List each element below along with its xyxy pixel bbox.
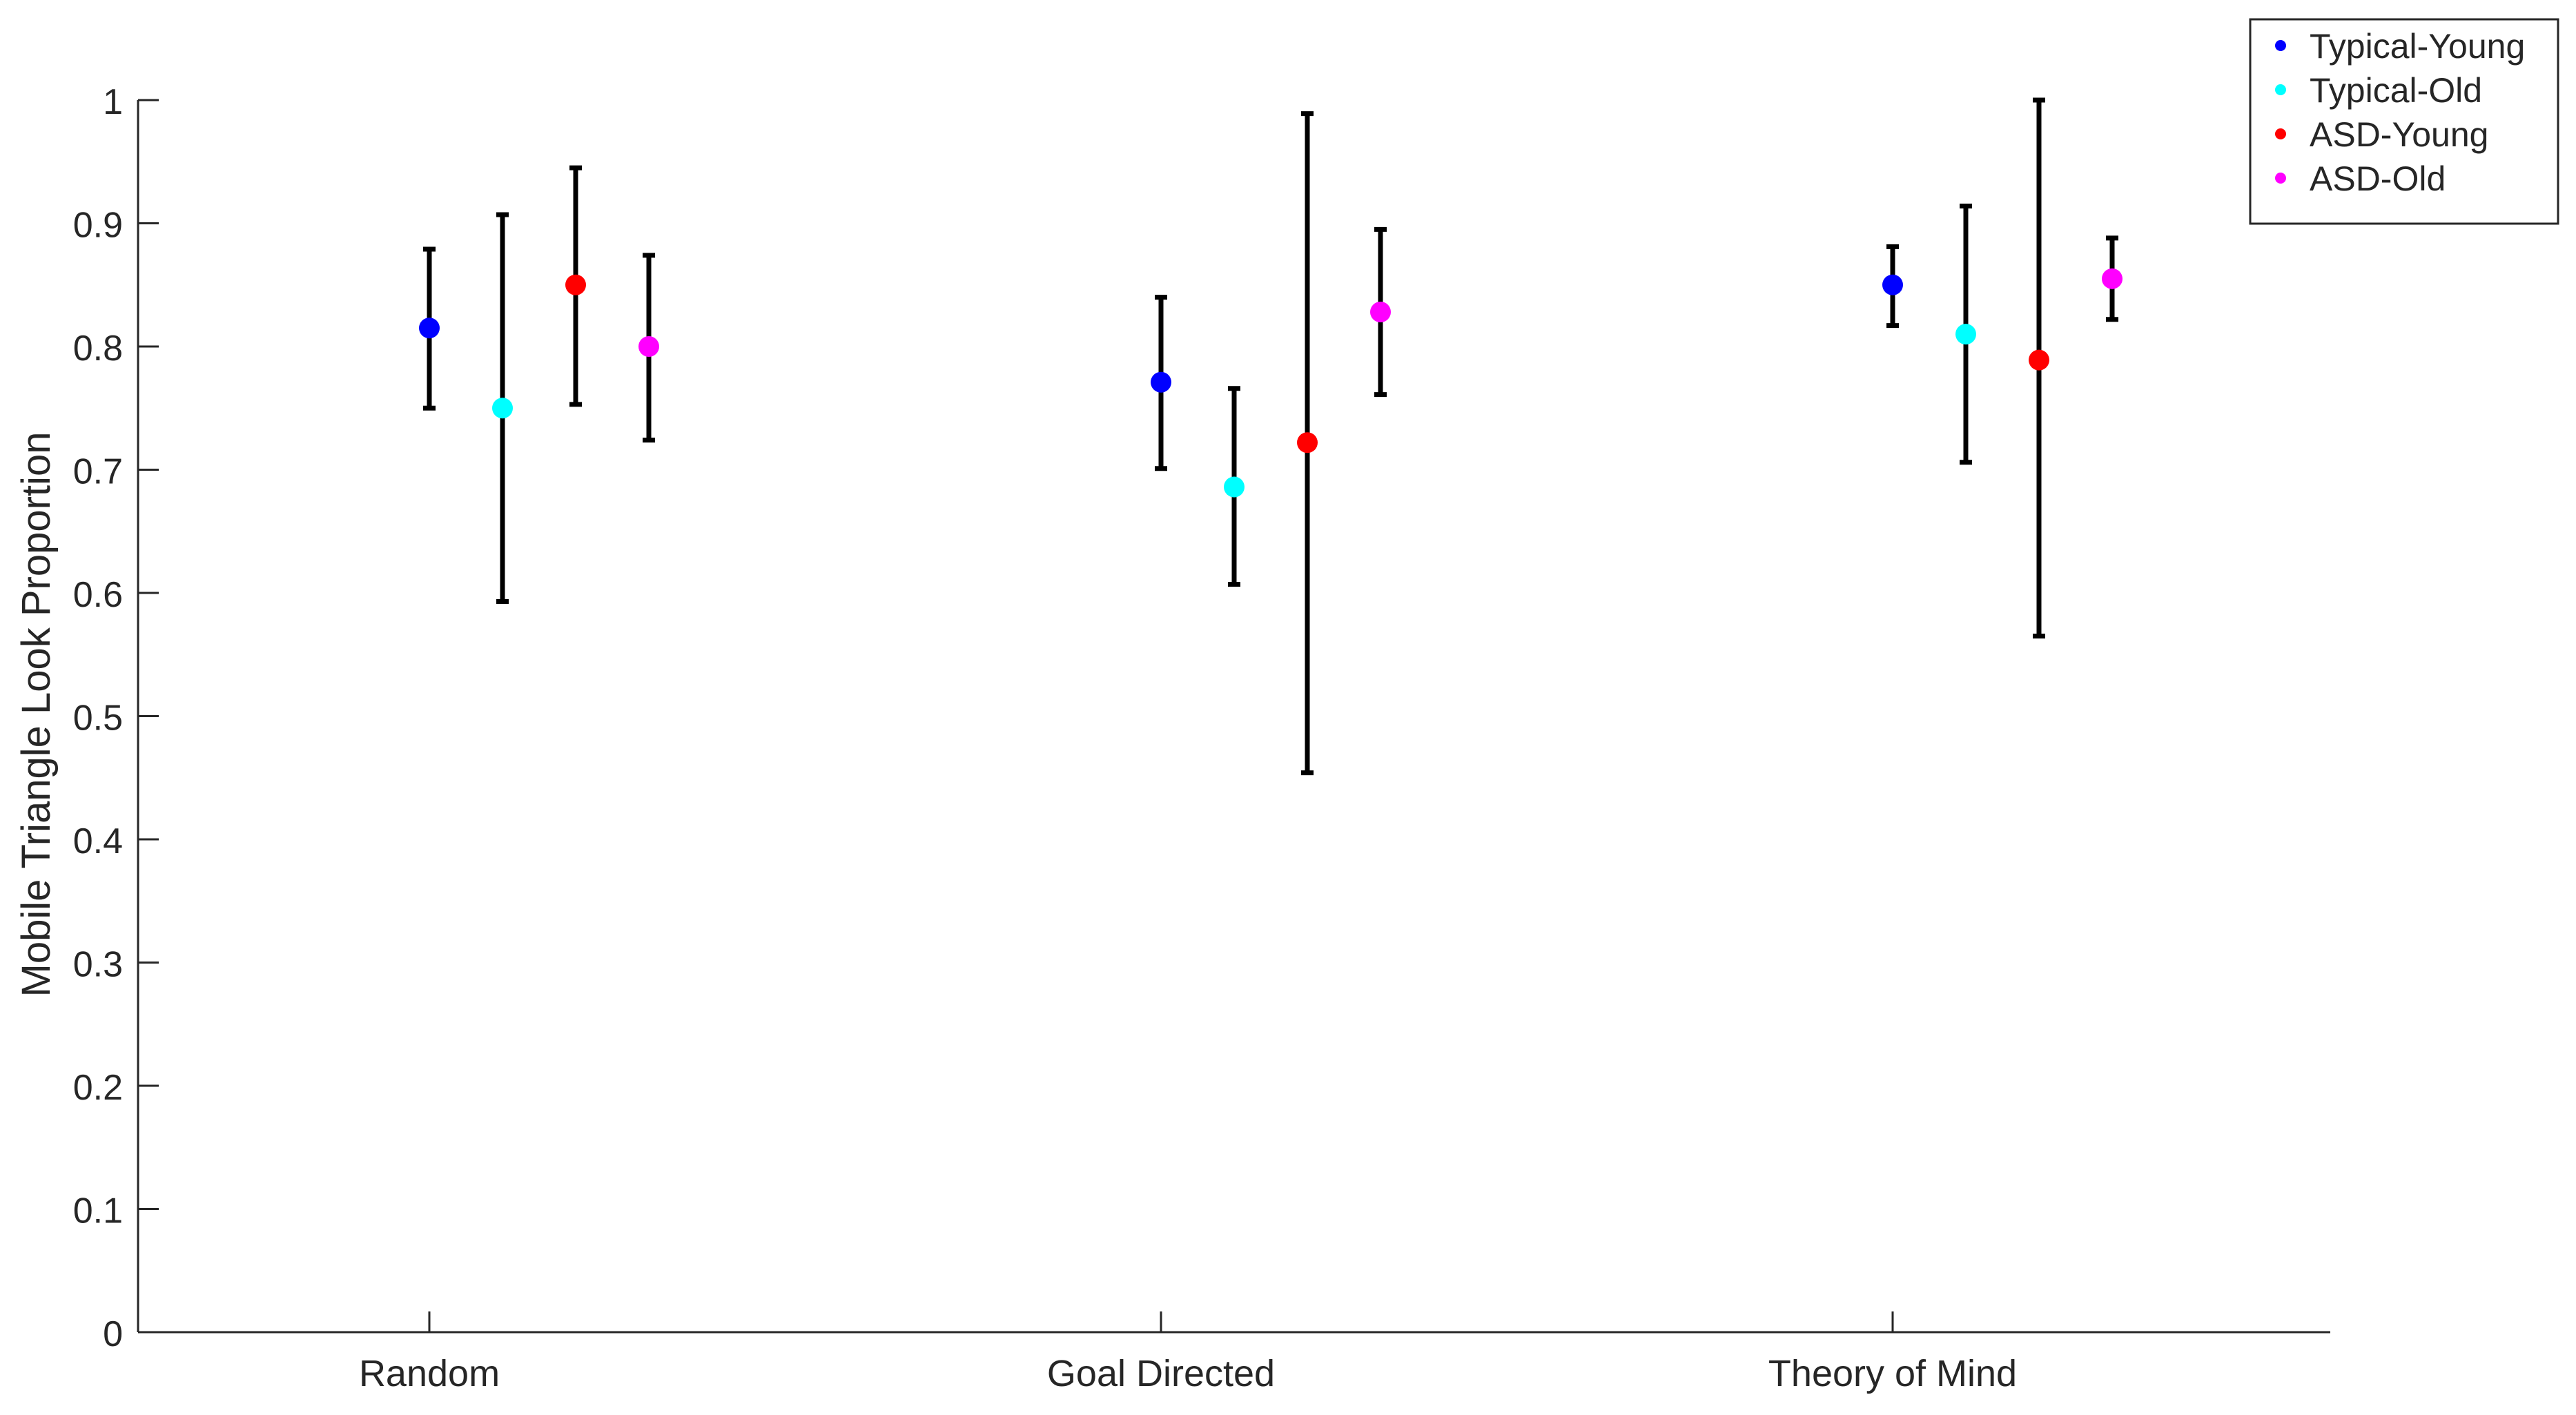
legend-box [2249,18,2559,225]
x-tick-label: Theory of Mind [1768,1353,2017,1394]
y-tick-label: 0.8 [73,329,123,369]
data-point [638,336,659,357]
y-tick-label: 0.4 [73,821,123,861]
axes: 0 0.1 0.2 0.3 0.4 0.5 0.6 0.7 0.8 0.9 1 Random Goal … [73,82,2330,1394]
data-point [419,318,440,339]
legend-label: Typical-Old [2310,71,2482,110]
y-tick-label: 0 [103,1314,123,1354]
data-point [2102,268,2123,289]
y-tick-label: 0.9 [73,206,123,246]
y-tick-label: 0.1 [73,1191,123,1231]
y-tick-label: 1 [103,82,123,122]
y-tick-label: 0.6 [73,575,123,615]
data-point [1224,476,1245,498]
data-point [1151,371,1171,393]
legend-marker [2275,173,2286,184]
y-tick-label: 0.7 [73,452,123,492]
data-point [492,398,513,419]
legend-marker [2275,40,2286,51]
data-point [1882,274,1903,295]
data-point [1370,302,1391,323]
data-point [2029,349,2049,371]
x-tick-label: Goal Directed [1047,1353,1275,1394]
legend-label: Typical-Young [2310,27,2525,66]
x-tick-label: Random [359,1353,500,1394]
legend: Typical-Young Typical-Old ASD-Young ASD-Old [2249,18,2559,225]
y-tick-label: 0.5 [73,699,123,739]
data-point [1955,324,1976,345]
legend-label: ASD-Old [2310,159,2446,198]
y-axis-label: Mobile Triangle Look Proportion [14,432,59,997]
series-asd-young [565,97,2049,776]
data-point [565,274,586,295]
legend-marker [2275,84,2286,95]
data-point [1297,432,1318,453]
y-tick-label: 0.2 [73,1068,123,1108]
series-asd-old [638,226,2123,443]
plot-area [419,97,2123,776]
legend-marker [2275,128,2286,139]
series-typical-young [419,244,1903,471]
legend-label: ASD-Young [2310,115,2488,154]
y-tick-label: 0.3 [73,945,123,985]
series-typical-old [492,204,1976,604]
